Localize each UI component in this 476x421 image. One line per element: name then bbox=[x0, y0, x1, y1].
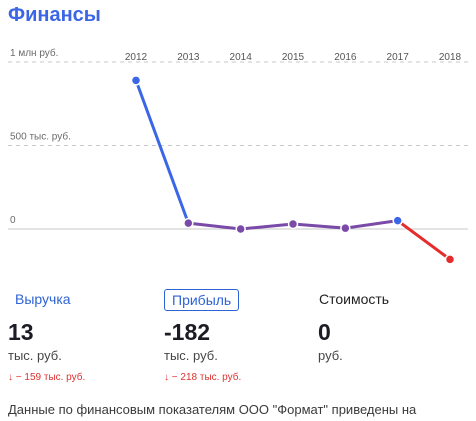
revenue-unit: тыс. руб. bbox=[8, 348, 62, 363]
x-tick-label: 2014 bbox=[230, 52, 253, 63]
series-segment bbox=[343, 219, 400, 230]
series-segment bbox=[134, 78, 190, 225]
series-segment bbox=[291, 222, 347, 230]
tab-revenue[interactable]: Выручка bbox=[15, 291, 71, 307]
tab-value[interactable]: Стоимость bbox=[319, 291, 390, 307]
x-tick-label: 2012 bbox=[125, 52, 148, 63]
x-tick-label: 2018 bbox=[439, 52, 462, 63]
tab-profit[interactable]: Прибыль bbox=[164, 289, 240, 311]
series-segment bbox=[396, 219, 452, 261]
series-segment bbox=[186, 221, 243, 231]
x-tick-label: 2017 bbox=[387, 52, 410, 63]
x-tick-label: 2013 bbox=[177, 52, 200, 63]
data-point bbox=[235, 223, 246, 235]
finance-line-chart: 1 млн руб. 500 тыс. руб. 0 2012 2013 2014 2015… bbox=[8, 47, 468, 265]
y-tick-label: 0 bbox=[10, 215, 16, 226]
profit-unit: тыс. руб. bbox=[164, 348, 218, 363]
series-segment bbox=[239, 222, 295, 231]
data-point bbox=[287, 218, 299, 230]
x-tick-label: 2015 bbox=[282, 52, 305, 63]
x-tick-label: 2016 bbox=[334, 52, 357, 63]
cost-unit: руб. bbox=[318, 348, 343, 363]
data-point bbox=[340, 222, 351, 234]
footer-note: Данные по финансовым показателям ООО "Фо… bbox=[8, 402, 417, 417]
revenue-value: 13 bbox=[8, 319, 34, 345]
profit-change: ↓ − 218 тыс. руб. bbox=[164, 372, 242, 383]
y-tick-label: 500 тыс. руб. bbox=[10, 131, 71, 143]
y-tick-label: 1 млн руб. bbox=[10, 47, 58, 59]
data-point bbox=[183, 217, 194, 229]
cost-value: 0 bbox=[318, 319, 331, 345]
section-title: Финансы bbox=[8, 4, 101, 26]
data-point bbox=[444, 254, 456, 265]
data-point bbox=[392, 215, 403, 226]
revenue-change: ↓ − 159 тыс. руб. bbox=[8, 372, 86, 383]
data-point bbox=[130, 75, 142, 86]
profit-value: -182 bbox=[164, 319, 211, 345]
